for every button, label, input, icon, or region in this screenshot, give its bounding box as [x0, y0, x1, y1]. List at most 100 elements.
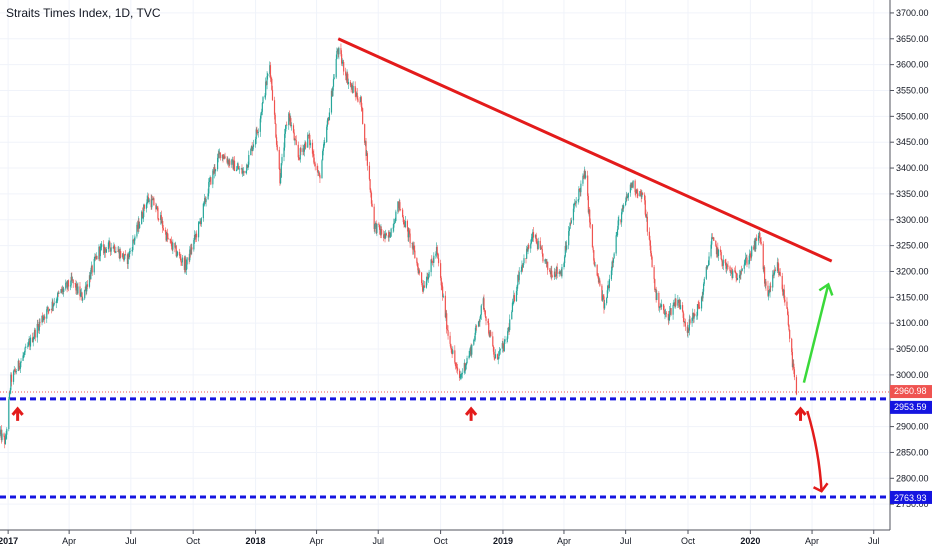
candle-body — [335, 58, 337, 78]
candle-body — [751, 246, 753, 257]
candle-body — [558, 271, 560, 274]
candle-body — [384, 233, 386, 238]
candle — [1, 429, 3, 442]
candle — [17, 358, 19, 372]
candle — [764, 278, 766, 289]
candle — [475, 323, 477, 335]
candle-body — [345, 75, 347, 81]
candle-body — [184, 259, 186, 270]
candle — [55, 298, 57, 309]
candle — [132, 238, 135, 244]
candle — [509, 314, 511, 332]
candle-body — [105, 248, 107, 253]
candle-body — [160, 215, 162, 224]
candle-body — [532, 231, 535, 238]
candle — [172, 239, 174, 255]
candle-body — [336, 49, 339, 52]
candle — [359, 97, 361, 105]
candle — [411, 242, 413, 249]
candle-body — [316, 166, 318, 170]
candle — [507, 326, 509, 333]
candle-body — [569, 222, 571, 229]
candle-body — [267, 73, 269, 77]
candle — [309, 140, 312, 148]
candle — [384, 233, 386, 243]
candle — [128, 248, 131, 260]
candle — [72, 279, 74, 288]
candle-body — [658, 307, 661, 309]
candle-body — [98, 246, 100, 260]
candle-body — [527, 244, 529, 252]
candle — [284, 128, 286, 151]
candle-body — [300, 148, 302, 152]
candle — [768, 288, 770, 294]
candle-body — [155, 205, 157, 210]
candle-body — [455, 365, 457, 367]
candle-body — [266, 76, 268, 85]
candle — [460, 370, 462, 381]
candle-body — [364, 141, 366, 143]
candle-body — [299, 157, 301, 160]
candle — [204, 193, 206, 206]
candle-body — [537, 240, 539, 249]
candle — [421, 271, 423, 286]
candle — [594, 262, 596, 268]
candle-body — [774, 269, 777, 271]
candle-body — [679, 305, 682, 310]
bearish-arrow-head — [812, 482, 829, 493]
candle-body — [732, 270, 734, 278]
candle — [147, 193, 150, 203]
candle — [299, 157, 301, 161]
candle — [57, 290, 59, 297]
candle — [98, 244, 100, 261]
candle — [578, 186, 580, 203]
candle-body — [492, 336, 494, 347]
candle-body — [280, 163, 282, 178]
candle-body — [572, 208, 575, 221]
candle-body — [659, 306, 661, 308]
candle — [284, 125, 286, 138]
candle-body — [744, 262, 746, 265]
candle — [555, 274, 557, 279]
candle — [174, 241, 177, 250]
candle — [789, 329, 791, 343]
candle — [300, 144, 302, 156]
candle — [402, 207, 404, 218]
candle-body — [617, 220, 619, 230]
candle — [658, 306, 661, 313]
candle — [738, 269, 741, 284]
candle — [485, 315, 487, 326]
candle — [698, 302, 701, 310]
candle-body — [218, 153, 220, 155]
candle — [793, 367, 796, 381]
candle — [233, 156, 236, 172]
candle — [772, 270, 774, 292]
candle — [46, 306, 48, 323]
candle — [332, 86, 334, 97]
candle-body — [589, 222, 591, 225]
candle-body — [454, 350, 456, 363]
candle — [260, 111, 262, 123]
candle — [356, 88, 358, 100]
candle — [333, 73, 335, 80]
candle-body — [208, 181, 210, 194]
candle — [663, 303, 665, 314]
candle — [309, 133, 311, 150]
candle-body — [95, 255, 97, 258]
candle — [679, 299, 682, 310]
candle — [497, 357, 499, 365]
candle-body — [399, 202, 401, 210]
candle — [374, 223, 376, 234]
candle-body — [71, 279, 74, 281]
candle — [212, 167, 215, 175]
candle-body — [202, 203, 204, 219]
candle — [15, 368, 17, 375]
candle — [152, 197, 154, 201]
candle — [442, 293, 444, 299]
candle — [769, 283, 771, 298]
candle — [202, 203, 204, 222]
candle-body — [79, 286, 81, 297]
candle — [455, 362, 457, 369]
candle — [615, 232, 617, 256]
